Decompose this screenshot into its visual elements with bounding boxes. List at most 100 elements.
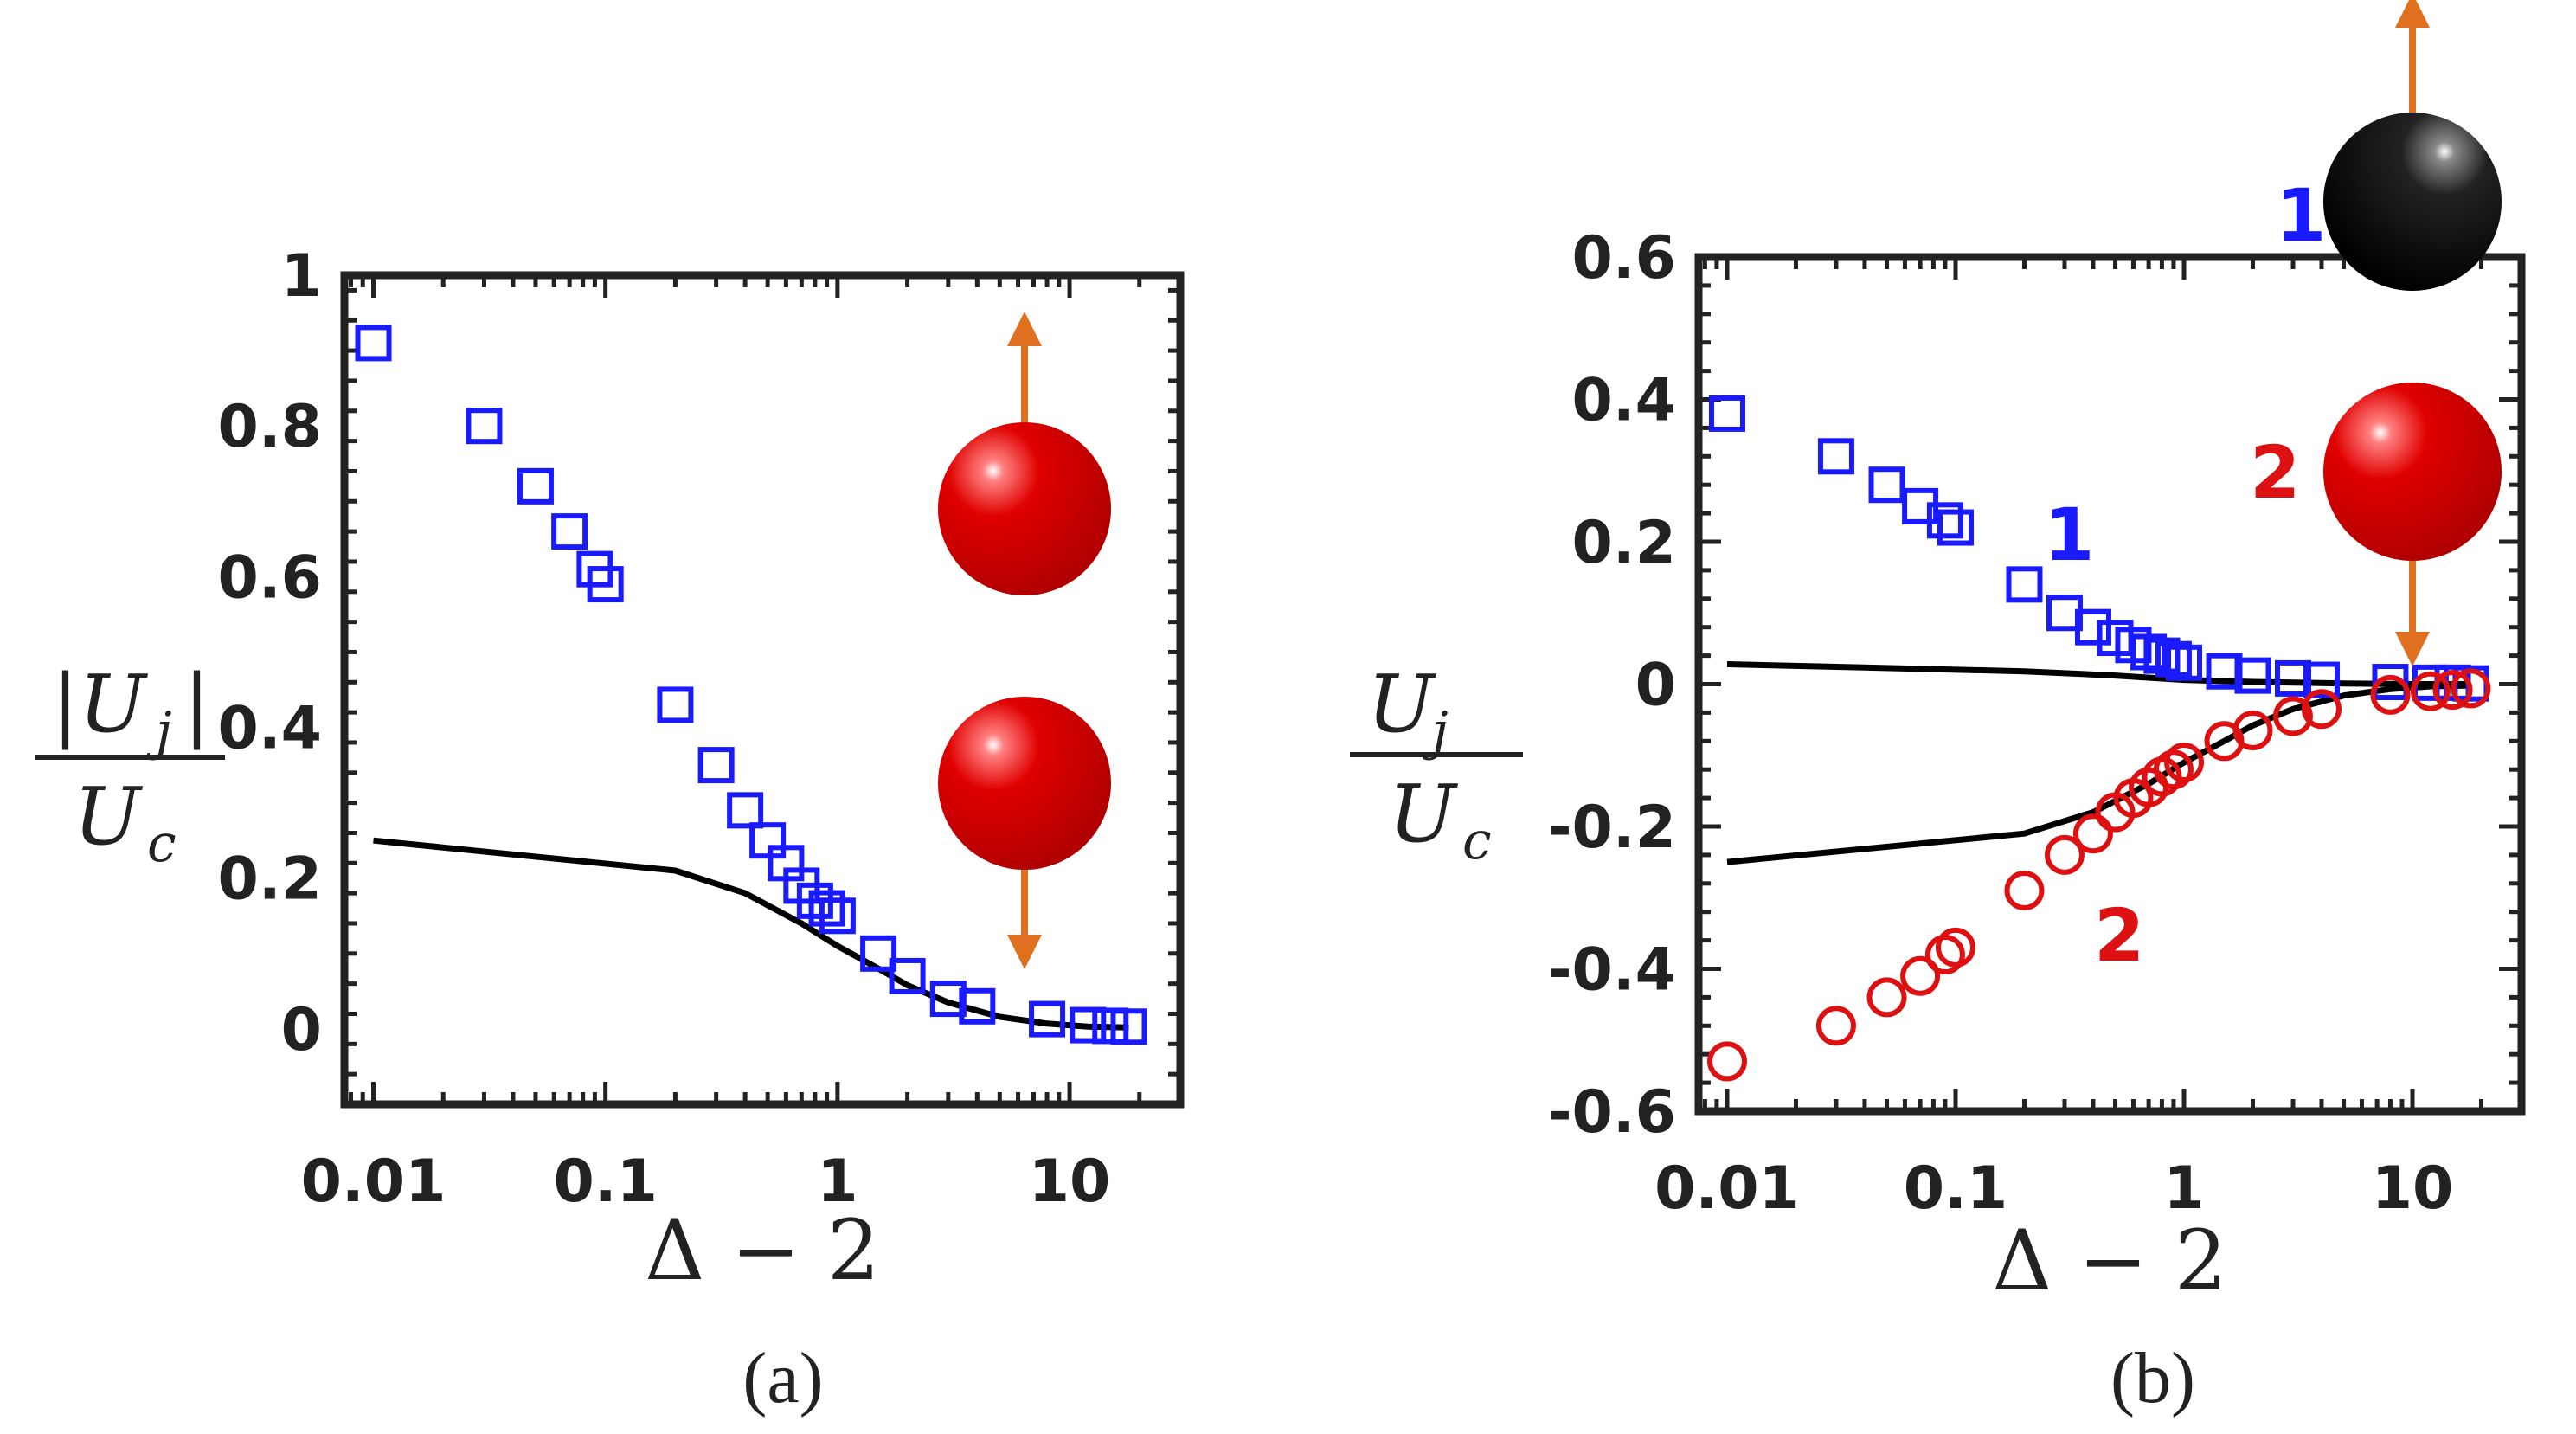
data-marks-b [1706, 395, 2491, 1082]
data-point [2274, 659, 2311, 697]
data-point [808, 890, 845, 927]
data-point [1029, 1000, 1066, 1038]
ylabel-num-a: |U [52, 658, 149, 750]
data-point [2410, 671, 2451, 711]
x-tick-label: 1 [2163, 1154, 2204, 1223]
data-point [466, 408, 503, 445]
series-line [1726, 661, 2471, 687]
y-tick-label: 0.6 [218, 543, 322, 612]
data-point [2155, 640, 2192, 678]
ylabel-den-a: U [74, 770, 144, 863]
ylabel-den-sub-b: c [1462, 811, 1492, 871]
particle-1-label: 1 [2276, 173, 2326, 258]
x-tick-label: 0.01 [301, 1148, 446, 1216]
panel-b: 0.01 0.1 1 10 -0.6 -0.4 -0.2 0 0.2 0.4 0.6 1 2 1 2… [1350, 0, 2526, 1418]
data-point [2303, 661, 2340, 698]
data-point [1900, 955, 1941, 996]
red-sphere-icon [938, 697, 1111, 870]
y-axis-label-b: U j U c [1350, 658, 1523, 871]
data-point [749, 822, 787, 859]
x-tick-label: 1 [817, 1148, 858, 1216]
data-point [2153, 749, 2194, 790]
black-sphere-icon [2323, 113, 2502, 291]
y-tick-label: 0.2 [218, 846, 322, 914]
data-point [2451, 668, 2491, 709]
data-point [2272, 696, 2313, 736]
theory-lines-b [1726, 661, 2471, 865]
x-axis-label-b: Δ − 2 [1992, 1212, 2227, 1309]
x-tick-label: 10 [1029, 1148, 1111, 1216]
ylabel-den-b: U [1389, 768, 1459, 860]
ylabel-den-sub-a: c [147, 813, 177, 874]
ylabel-num-close-a: | [183, 658, 210, 750]
y-tick-label: -0.6 [1547, 1078, 1676, 1147]
data-point [2372, 664, 2409, 701]
y-tick-label: 0 [281, 996, 322, 1064]
red-sphere-icon [938, 422, 1111, 595]
x-tick-label: 0.01 [1654, 1154, 1800, 1223]
data-point [819, 897, 856, 935]
series-1-annotation: 1 [2044, 492, 2094, 577]
y-tick-label: 0.8 [218, 393, 322, 461]
y-tick-label: -0.2 [1547, 794, 1676, 862]
series-line [1726, 682, 2471, 865]
data-point [2234, 657, 2271, 694]
data-point [889, 957, 926, 994]
data-point [2164, 742, 2205, 782]
panel-label-b: (b) [2110, 1338, 2195, 1418]
data-point [1817, 438, 1854, 475]
data-point [2044, 834, 2085, 875]
data-point [1706, 1041, 1747, 1082]
data-point [1092, 1007, 1129, 1045]
data-point [2370, 674, 2411, 715]
data-point [2143, 637, 2181, 674]
data-point [2004, 871, 2045, 911]
data-point [2232, 710, 2273, 750]
data-point [1815, 1006, 1856, 1046]
x-axis-label-a: Δ − 2 [645, 1202, 880, 1299]
data-point [1866, 977, 1907, 1018]
data-point [727, 792, 764, 829]
tick-labels-b: 0.01 0.1 1 10 -0.6 -0.4 -0.2 0 0.2 0.4 0.6 [1547, 224, 2453, 1223]
data-point [1937, 509, 1975, 546]
y-tick-label: 0.2 [1572, 509, 1676, 577]
data-point [551, 513, 588, 550]
data-point [959, 987, 996, 1025]
data-point [1070, 1006, 1107, 1044]
data-point [1936, 927, 1976, 968]
particle-2-label: 2 [2250, 430, 2300, 515]
data-point [1708, 395, 1745, 432]
data-point [2432, 670, 2473, 711]
data-point [2074, 608, 2111, 646]
data-point [1110, 1008, 1147, 1045]
data-point [2006, 566, 2043, 603]
tick-labels-a: 0.01 0.1 1 10 0 0.2 0.4 0.6 0.8 1 [218, 242, 1111, 1216]
y-tick-label: 1 [281, 242, 322, 311]
data-point [2072, 813, 2113, 854]
data-point [517, 467, 554, 505]
y-tick-label: 0.4 [218, 695, 322, 763]
data-point [2166, 644, 2203, 681]
ylabel-num-b: U [1367, 658, 1437, 750]
ticks-a [344, 275, 1183, 1107]
data-point [355, 325, 392, 362]
panel-a: 0.01 0.1 1 10 0 0.2 0.4 0.6 0.8 1 |U j | U c Δ − … [35, 242, 1185, 1418]
x-tick-label: 10 [2372, 1154, 2454, 1223]
data-point [860, 935, 897, 972]
data-marks-a [355, 325, 1147, 1045]
ylabel-num-sub-a: j [146, 701, 172, 762]
data-point [1868, 466, 1905, 504]
data-point [657, 686, 694, 723]
red-sphere-icon [2323, 383, 2502, 561]
y-tick-label: -0.4 [1547, 936, 1676, 1005]
data-point [587, 566, 624, 603]
data-point [2206, 653, 2243, 690]
data-point [2301, 689, 2342, 730]
data-point [1924, 935, 1965, 975]
y-axis-label-a: |U j | U c [35, 658, 225, 874]
x-tick-label: 0.1 [553, 1148, 657, 1216]
data-point [697, 747, 735, 784]
x-tick-label: 0.1 [1904, 1154, 2007, 1223]
panel-label-a: (a) [742, 1338, 823, 1418]
